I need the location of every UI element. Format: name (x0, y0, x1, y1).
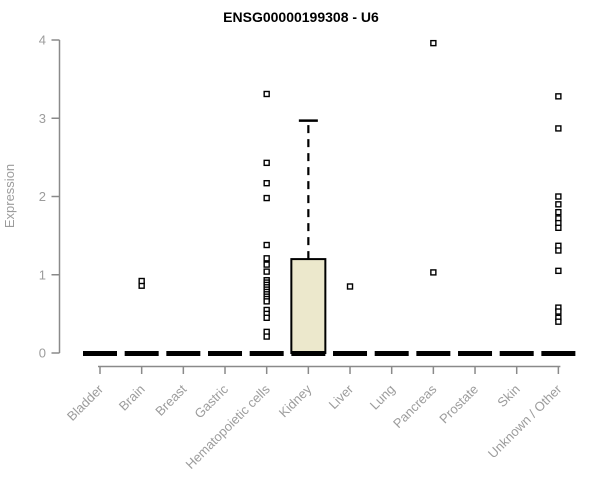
median-bar (416, 351, 451, 356)
outlier-point (263, 261, 270, 268)
median-bar (333, 351, 368, 356)
outlier-point (346, 283, 354, 290)
x-category-label: Pancreas (390, 381, 440, 431)
outlier-point (263, 314, 270, 321)
median-bar (124, 351, 159, 356)
outlier-point (555, 318, 562, 325)
outlier-point (555, 93, 562, 100)
x-category-label: Gastric (191, 381, 231, 421)
y-tick-label: 2 (39, 189, 46, 204)
x-category-label: Lung (367, 382, 398, 413)
median-bar (249, 351, 284, 356)
outlier-point (555, 247, 562, 254)
median-bar (83, 351, 117, 356)
x-category-label: Unknown / Other (485, 381, 565, 461)
outlier-point (263, 194, 270, 202)
median-bar (166, 351, 201, 356)
x-category-label: Skin (494, 382, 522, 410)
x-category-label: Liver (326, 381, 357, 412)
outlier-point (138, 277, 145, 285)
outlier-point (263, 241, 270, 249)
y-axis-title: Expression (2, 164, 17, 228)
x-category-label: Bladder (64, 381, 107, 424)
outlier-point (263, 268, 270, 275)
median-bar (208, 351, 243, 356)
outlier-point (263, 255, 270, 262)
outlier-point (263, 179, 270, 187)
y-tick-label: 1 (39, 267, 46, 282)
median-bar (291, 351, 326, 356)
x-category-label: Kidney (276, 381, 315, 420)
median-bar (499, 351, 534, 356)
y-tick-label: 4 (39, 33, 46, 48)
y-tick-label: 3 (39, 111, 46, 126)
median-bar (374, 351, 409, 356)
outlier-point (555, 201, 562, 208)
outlier-point (555, 267, 562, 275)
x-category-label: Breast (152, 381, 189, 418)
y-tick-label: 0 (39, 346, 46, 361)
x-category-label: Brain (116, 382, 148, 414)
outlier-point (263, 90, 270, 98)
chart-title: ENSG00000199308 - U6 (223, 9, 379, 25)
median-bar (458, 351, 493, 356)
box (290, 258, 327, 355)
outlier-point (263, 333, 270, 340)
outlier-point (555, 193, 562, 200)
outlier-point (555, 308, 562, 315)
median-bar (541, 351, 576, 356)
outlier-point (555, 208, 562, 216)
outlier-point (555, 224, 562, 232)
outlier-point (430, 269, 437, 276)
outlier-point (263, 159, 270, 167)
outlier-point (555, 125, 562, 132)
x-category-label: Prostate (436, 382, 481, 427)
outlier-point (263, 298, 270, 305)
outlier-point (430, 39, 437, 47)
